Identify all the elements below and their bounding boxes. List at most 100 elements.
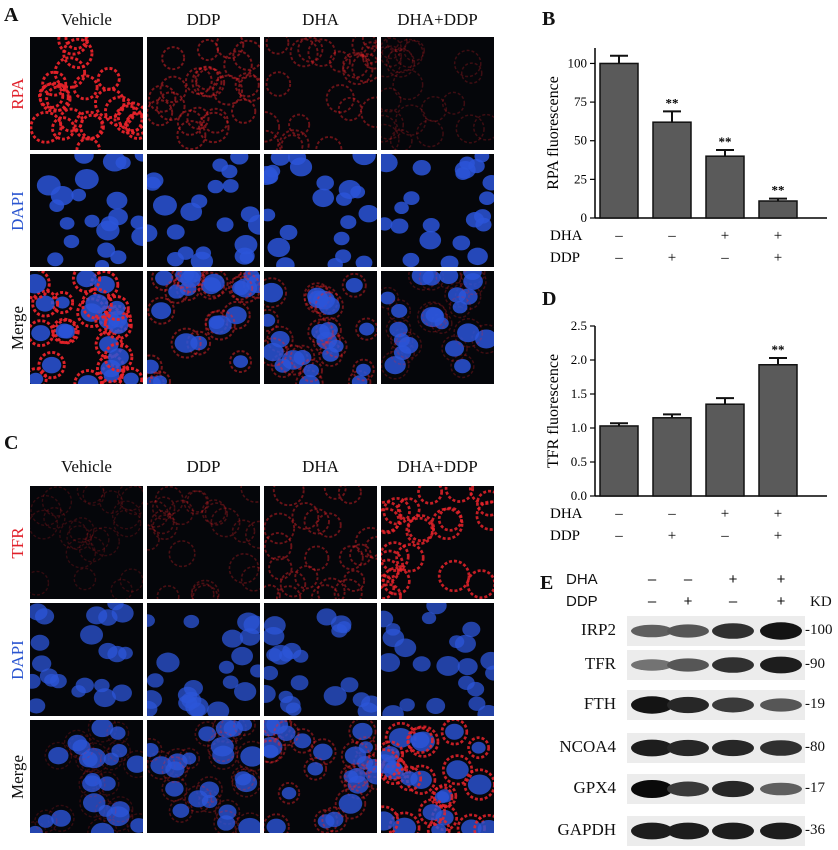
blot-kd-marker: -19 bbox=[805, 696, 825, 712]
y-tick-label: 2.0 bbox=[571, 352, 587, 367]
blot-condition-sign: + bbox=[776, 571, 786, 588]
blot-band bbox=[667, 739, 709, 757]
micrograph-merge-1 bbox=[147, 720, 260, 833]
y-tick-label: 0.5 bbox=[571, 454, 587, 469]
bar bbox=[599, 62, 639, 219]
blot-band bbox=[631, 739, 673, 757]
y-tick-label: 1.0 bbox=[571, 420, 587, 435]
blot-band bbox=[631, 696, 673, 714]
condition-label: DHA bbox=[550, 506, 583, 522]
micrograph-merge-3 bbox=[381, 271, 494, 384]
micrograph-dapi-1 bbox=[147, 154, 260, 267]
blot-condition-sign: – bbox=[647, 593, 657, 610]
micrograph-merge-3 bbox=[381, 720, 494, 833]
y-tick-label: 0 bbox=[581, 210, 588, 225]
y-axis-label: RPA fluorescence bbox=[545, 76, 562, 190]
bar bbox=[652, 417, 692, 497]
condition-sign: + bbox=[774, 228, 782, 244]
blot-band bbox=[760, 740, 802, 756]
panel-b-letter: B bbox=[542, 8, 556, 30]
micrograph-rpa-1 bbox=[147, 37, 260, 150]
condition-sign: + bbox=[721, 506, 729, 522]
blot-band bbox=[631, 780, 673, 798]
bar bbox=[652, 121, 692, 219]
condition-sign: – bbox=[720, 528, 729, 544]
significance-mark: ** bbox=[666, 95, 679, 110]
blot-protein-label: IRP2 bbox=[581, 620, 616, 639]
condition-label: DDP bbox=[550, 528, 580, 544]
blot-kd-marker: -90 bbox=[805, 656, 825, 672]
blot-kd-marker: -17 bbox=[805, 780, 825, 796]
blot-kd-marker: -100 bbox=[805, 622, 833, 638]
micrograph-dapi-2 bbox=[264, 154, 377, 267]
blot-band bbox=[667, 658, 709, 672]
blot-band bbox=[760, 698, 802, 712]
y-tick-label: 25 bbox=[574, 171, 587, 186]
bar bbox=[705, 155, 745, 219]
y-tick-label: 75 bbox=[574, 94, 587, 109]
blot-protein-label: GPX4 bbox=[573, 778, 616, 797]
micrograph-merge-1 bbox=[147, 271, 260, 384]
condition-sign: – bbox=[614, 228, 623, 244]
y-axis-label: TFR fluorescence bbox=[545, 354, 562, 468]
condition-sign: + bbox=[721, 228, 729, 244]
column-label: DHA bbox=[302, 457, 339, 476]
bar bbox=[758, 200, 798, 219]
blot-band bbox=[667, 822, 709, 840]
bar bbox=[705, 403, 745, 497]
row-label: RPA bbox=[8, 77, 27, 110]
y-tick-label: 2.5 bbox=[571, 318, 587, 333]
blot-protein-label: FTH bbox=[583, 694, 616, 713]
blot-band bbox=[712, 657, 754, 673]
micrograph-tfr-0 bbox=[30, 486, 143, 599]
blot-condition-sign: – bbox=[647, 571, 657, 588]
condition-sign: + bbox=[668, 250, 676, 266]
row-label: TFR bbox=[8, 526, 27, 559]
panel-d-letter: D bbox=[542, 288, 557, 310]
panel-c-letter: C bbox=[4, 432, 19, 454]
blot-protein-label: TFR bbox=[584, 654, 616, 673]
blot-strip bbox=[627, 774, 805, 804]
blot-band bbox=[631, 822, 673, 840]
blot-band bbox=[667, 624, 709, 638]
micrograph-merge-0 bbox=[30, 720, 143, 833]
blot-condition-sign: + bbox=[776, 593, 786, 610]
micrograph-merge-2 bbox=[264, 720, 377, 833]
condition-sign: + bbox=[774, 528, 782, 544]
column-label: DDP bbox=[186, 457, 221, 476]
micrograph-merge-2 bbox=[264, 271, 377, 384]
blot-band bbox=[712, 822, 754, 840]
blot-strip bbox=[627, 650, 805, 680]
micrograph-dapi-2 bbox=[264, 603, 377, 716]
micrograph-rpa-3 bbox=[381, 37, 494, 150]
blot-band bbox=[712, 780, 754, 798]
blot-band bbox=[712, 697, 754, 713]
y-tick-label: 1.5 bbox=[571, 386, 587, 401]
row-label: Merge bbox=[8, 305, 27, 350]
condition-sign: + bbox=[668, 528, 676, 544]
micrograph-tfr-2 bbox=[264, 486, 377, 599]
blot-strip bbox=[627, 690, 805, 720]
column-label: DHA+DDP bbox=[397, 457, 478, 476]
condition-label: DHA bbox=[550, 228, 583, 244]
blot-condition-sign: + bbox=[683, 593, 693, 610]
micrograph-dapi-0 bbox=[30, 154, 143, 267]
blot-protein-label: NCOA4 bbox=[559, 737, 616, 756]
micrograph-dapi-0 bbox=[30, 603, 143, 716]
kd-header: KD bbox=[810, 594, 832, 610]
blot-band bbox=[667, 696, 709, 714]
condition-sign: + bbox=[774, 250, 782, 266]
y-tick-label: 100 bbox=[568, 55, 588, 70]
micrograph-merge-0 bbox=[30, 271, 143, 384]
blot-band bbox=[760, 622, 802, 640]
y-tick-label: 50 bbox=[574, 133, 587, 148]
blot-kd-marker: -80 bbox=[805, 739, 825, 755]
condition-sign: – bbox=[614, 528, 623, 544]
row-label: Merge bbox=[8, 754, 27, 799]
blot-condition-sign: – bbox=[728, 593, 738, 610]
micrograph-rpa-2 bbox=[264, 37, 377, 150]
micrograph-tfr-3 bbox=[381, 486, 494, 599]
column-label: DHA bbox=[302, 10, 339, 29]
row-label: DAPI bbox=[8, 639, 27, 680]
blot-band bbox=[631, 659, 673, 671]
